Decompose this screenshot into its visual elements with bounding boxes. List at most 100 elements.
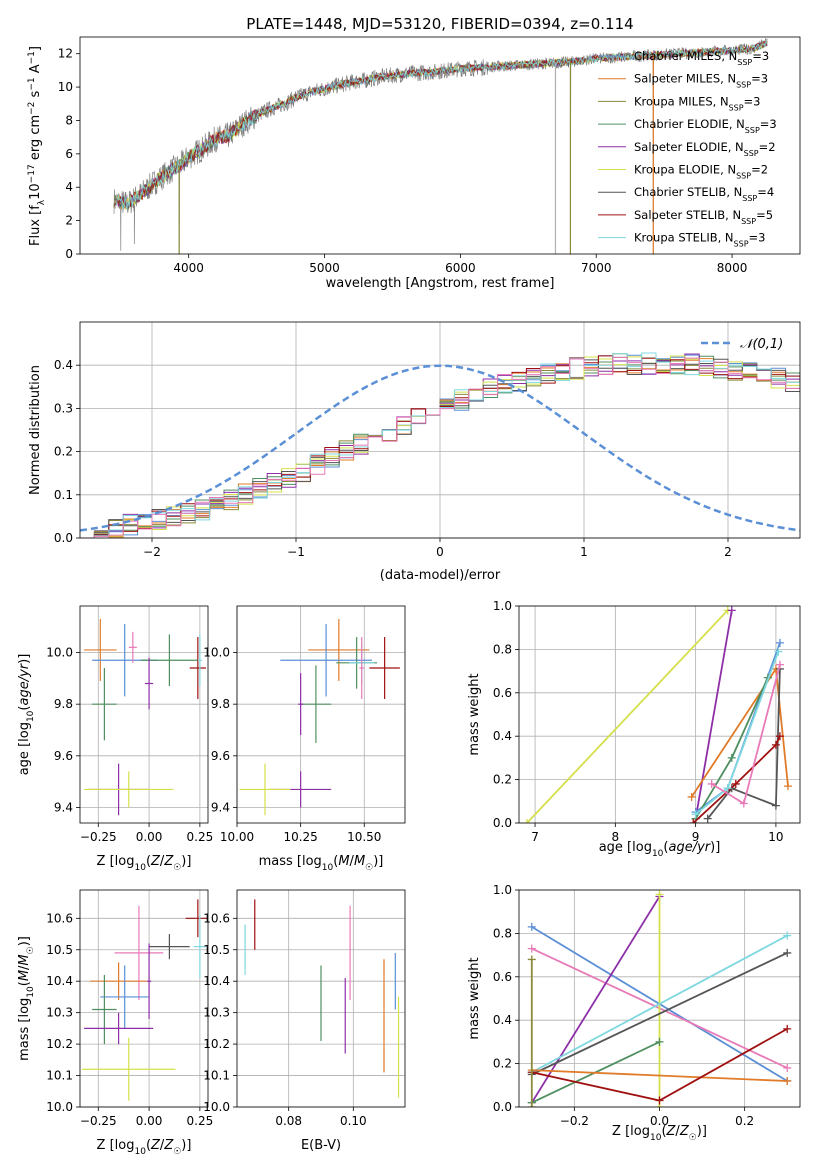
x-axis-label: E(B-V) xyxy=(301,1138,341,1153)
legend-label-part: =5 xyxy=(756,208,773,222)
weight-marker xyxy=(687,792,696,801)
errorbar-point xyxy=(145,657,154,710)
errorbar-point xyxy=(189,637,206,699)
errorbar-point xyxy=(90,962,148,1001)
tick-label-y: 0.4 xyxy=(493,729,512,743)
tick-label-y: 10.4 xyxy=(203,974,230,988)
legend-label-part: SSP xyxy=(742,194,757,203)
legend-label-part: Kroupa STELIB, N xyxy=(634,231,734,245)
tick-label-y: 6 xyxy=(65,147,73,161)
tick-label-x: 2 xyxy=(724,545,732,559)
errorbar-point xyxy=(92,668,117,741)
weight-line xyxy=(531,934,788,1074)
axis-label-part: age/yr xyxy=(17,662,32,705)
axis-label-part: )] xyxy=(710,840,720,855)
legend-label-part: SSP xyxy=(729,103,744,112)
tick-label-y: 2 xyxy=(65,214,73,228)
axes-frame xyxy=(79,36,801,255)
histogram-step xyxy=(80,356,800,538)
weight-marker xyxy=(783,948,792,957)
tick-label-x: −0.25 xyxy=(80,830,117,844)
axis-label-part: E(B-V) xyxy=(301,1138,341,1153)
y-axis-label: Flux [fλ10−17 erg cm−2 s−1 A−1] xyxy=(27,46,47,246)
axis-label-part: Z [log xyxy=(612,1124,650,1139)
legend-label: Salpeter ELODIE, NSSP=2 xyxy=(634,140,776,158)
errorbar-point xyxy=(239,763,291,816)
tick-label-y: 10.5 xyxy=(203,943,230,957)
axis-label-part: ( xyxy=(333,854,338,869)
weight-marker xyxy=(739,799,748,808)
plot-area-spectrum xyxy=(113,38,768,254)
legend-label: Chabrier STELIB, NSSP=4 xyxy=(634,185,774,203)
legend-label-part: Kroupa ELODIE, N xyxy=(634,163,736,177)
tick-label-x: −0.25 xyxy=(80,1114,117,1128)
tick-label-y: 12 xyxy=(58,47,73,61)
axis-label-part: / xyxy=(675,1124,680,1139)
legend-label-part: SSP xyxy=(737,58,752,67)
axes-frame xyxy=(79,889,209,1108)
axis-label-part: −1 xyxy=(27,51,37,64)
tick-label-y: 10.2 xyxy=(203,1037,230,1051)
histogram-step xyxy=(80,355,800,538)
histogram-step xyxy=(80,352,800,538)
errorbar-point xyxy=(308,618,370,681)
tick-label-y: 10.1 xyxy=(203,1069,230,1083)
tick-label-x: 7 xyxy=(531,830,539,844)
weight-series xyxy=(527,955,536,1107)
errorbar-point xyxy=(100,965,150,1029)
axes-mass-vs-EBV: 0.08 0.10 10.0 10.1 10.2 10.3 10.4 10.5 10.6 E(B-… xyxy=(203,889,406,1153)
tick-label-y: 0.0 xyxy=(493,1100,512,1114)
weight-line xyxy=(706,668,781,820)
weight-marker xyxy=(527,944,536,953)
weight-series xyxy=(691,647,783,819)
tick-label-y: 9.6 xyxy=(54,749,73,763)
x-axis-label: (data-model)/error xyxy=(380,568,501,583)
tick-label-y: 0.6 xyxy=(493,686,512,700)
x-axis-label: wavelength [Angstrom, rest frame] xyxy=(326,276,555,291)
tick-label-x: 10 xyxy=(768,830,783,844)
axis-label-part: 10 xyxy=(26,710,36,722)
plot-area-residuals xyxy=(80,352,800,538)
axes-frame xyxy=(79,321,801,539)
axis-label-part: s xyxy=(28,90,43,101)
tick-label-y: 10.0 xyxy=(203,646,230,660)
tick-label-y: 0.4 xyxy=(493,1013,512,1027)
axis-label-part: )] xyxy=(697,1124,707,1139)
legend-label-part: SSP xyxy=(741,216,756,225)
errorbar-point xyxy=(92,974,117,1045)
axis-label-part: 10 xyxy=(650,1133,662,1143)
tick-label-x: −2 xyxy=(143,545,161,559)
errorbar-point xyxy=(298,673,304,736)
tick-label-y: 10.0 xyxy=(46,646,73,660)
tick-label-y: 10.1 xyxy=(46,1069,73,1083)
weight-marker xyxy=(775,638,784,647)
tick-label-y: 9.8 xyxy=(54,697,73,711)
weight-marker xyxy=(523,819,532,823)
axis-label-part: Z [log xyxy=(97,854,135,869)
plot-area-mass-vs-Z xyxy=(82,899,208,1101)
tick-label-x: 10.50 xyxy=(347,830,381,844)
errorbar-point xyxy=(84,618,117,681)
axis-label-part: mass [log xyxy=(259,854,322,869)
tick-label-y: 8 xyxy=(65,113,73,127)
weight-marker xyxy=(689,819,698,823)
axes-frame xyxy=(79,605,209,824)
tick-label-y: 10 xyxy=(58,80,73,94)
legend-label: Kroupa MILES, NSSP=3 xyxy=(634,94,760,112)
legend-label-part: =3 xyxy=(751,72,768,86)
tick-label-x: 10.00 xyxy=(220,830,254,844)
axis-label-part: ( xyxy=(663,840,668,855)
axis-label-part: M xyxy=(338,854,349,869)
tick-label-y: 0.2 xyxy=(54,445,73,459)
weight-series xyxy=(689,732,784,823)
tick-label-y: 9.6 xyxy=(211,749,230,763)
axes-frame xyxy=(518,889,801,1108)
legend-label-part: Chabrier STELIB, N xyxy=(634,185,742,199)
normal-curve xyxy=(80,364,800,532)
axis-label-part: ☉ xyxy=(173,863,181,873)
axis-label-part: ] xyxy=(28,46,43,51)
tick-label-x: 0.0 xyxy=(650,1114,669,1128)
y-axis-label: age [log10(age/yr)] xyxy=(17,654,36,776)
tick-label-x: 7000 xyxy=(581,261,612,275)
tick-label-x: −0.2 xyxy=(560,1114,589,1128)
